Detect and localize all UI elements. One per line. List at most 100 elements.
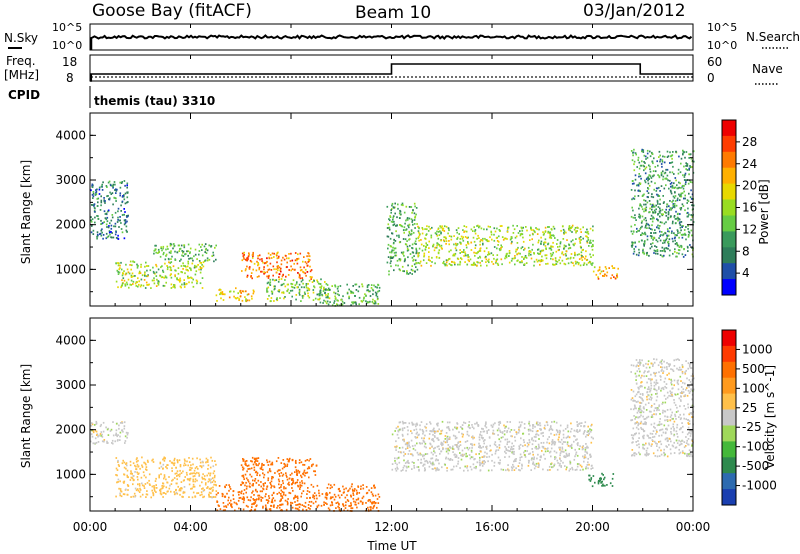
data-cell <box>611 485 614 487</box>
data-cell <box>427 230 430 232</box>
data-cell <box>130 276 133 278</box>
data-cell <box>374 494 377 497</box>
data-cell <box>576 423 579 426</box>
data-cell <box>464 422 467 424</box>
data-cell <box>395 440 397 443</box>
data-cell <box>115 188 117 191</box>
data-cell <box>424 442 427 445</box>
data-cell <box>533 264 535 267</box>
data-cell <box>499 431 502 433</box>
data-cell <box>356 493 358 495</box>
data-cell <box>428 433 431 435</box>
data-cell <box>689 244 691 246</box>
data-cell <box>665 168 667 171</box>
data-cell <box>456 244 458 246</box>
data-cell <box>110 236 113 239</box>
data-cell <box>211 481 214 483</box>
data-cell <box>403 427 406 429</box>
data-cell <box>391 204 393 207</box>
data-cell <box>305 509 308 511</box>
data-cell <box>589 454 591 456</box>
data-cell <box>579 245 582 248</box>
data-cell <box>655 252 657 255</box>
data-cell <box>461 454 463 457</box>
data-cell <box>413 219 416 221</box>
data-cell <box>249 259 252 262</box>
data-cell <box>583 456 586 458</box>
data-cell <box>449 459 452 461</box>
data-cell <box>341 300 344 303</box>
data-cell <box>268 268 271 271</box>
data-cell <box>634 241 636 244</box>
data-cell <box>480 431 482 433</box>
data-cell <box>648 177 650 180</box>
data-cell <box>574 227 577 229</box>
data-cell <box>120 490 123 493</box>
data-cell <box>565 250 568 253</box>
data-cell <box>286 266 288 268</box>
data-cell <box>250 272 253 274</box>
data-cell <box>552 241 554 244</box>
data-cell <box>649 174 651 177</box>
data-cell <box>538 253 540 255</box>
data-cell <box>100 204 102 207</box>
data-cell <box>505 254 508 257</box>
data-cell <box>324 496 327 499</box>
data-cell <box>350 291 353 293</box>
data-cell <box>650 214 653 217</box>
data-cell <box>333 302 335 304</box>
data-cell <box>126 201 128 204</box>
data-cell <box>153 272 155 274</box>
data-cell <box>248 253 250 256</box>
data-cell <box>496 227 498 230</box>
data-cell <box>319 292 322 294</box>
data-cell <box>329 504 332 507</box>
data-cell <box>560 438 563 441</box>
data-cell <box>266 298 269 300</box>
data-cell <box>169 274 172 277</box>
data-cell <box>403 270 405 273</box>
data-cell <box>460 454 462 457</box>
data-cell <box>513 429 516 431</box>
data-cell <box>673 202 676 205</box>
data-cell <box>194 273 197 276</box>
data-cell <box>423 252 426 255</box>
data-cell <box>170 243 173 246</box>
data-cell <box>483 250 486 253</box>
data-cell <box>590 478 592 481</box>
data-cell <box>117 461 119 463</box>
cpid-label: CPID <box>8 88 40 102</box>
data-cell <box>643 243 645 246</box>
data-cell <box>533 457 535 460</box>
data-cell <box>549 247 552 250</box>
data-cell <box>91 225 93 227</box>
data-cell <box>579 445 581 448</box>
data-cell <box>459 467 461 469</box>
data-cell <box>333 493 336 496</box>
data-cell <box>410 206 413 208</box>
data-cell <box>642 415 644 418</box>
data-cell <box>411 468 413 470</box>
data-cell <box>575 439 577 441</box>
data-cell <box>459 241 461 244</box>
data-cell <box>448 421 451 424</box>
data-cell <box>539 263 541 266</box>
data-cell <box>659 250 662 252</box>
data-cell <box>403 260 406 263</box>
data-cell <box>324 502 327 504</box>
data-cell <box>273 256 275 258</box>
data-cell <box>634 178 637 181</box>
data-cell <box>559 424 562 427</box>
data-cell <box>162 253 165 256</box>
data-cell <box>572 262 574 264</box>
data-cell <box>631 198 633 201</box>
data-cell <box>485 422 487 425</box>
data-cell <box>675 150 677 153</box>
data-cell <box>577 263 580 266</box>
data-cell <box>497 434 499 436</box>
data-cell <box>288 477 291 480</box>
data-cell <box>316 293 319 296</box>
data-cell <box>534 446 537 449</box>
data-cell <box>299 481 301 484</box>
data-cell <box>514 236 517 239</box>
